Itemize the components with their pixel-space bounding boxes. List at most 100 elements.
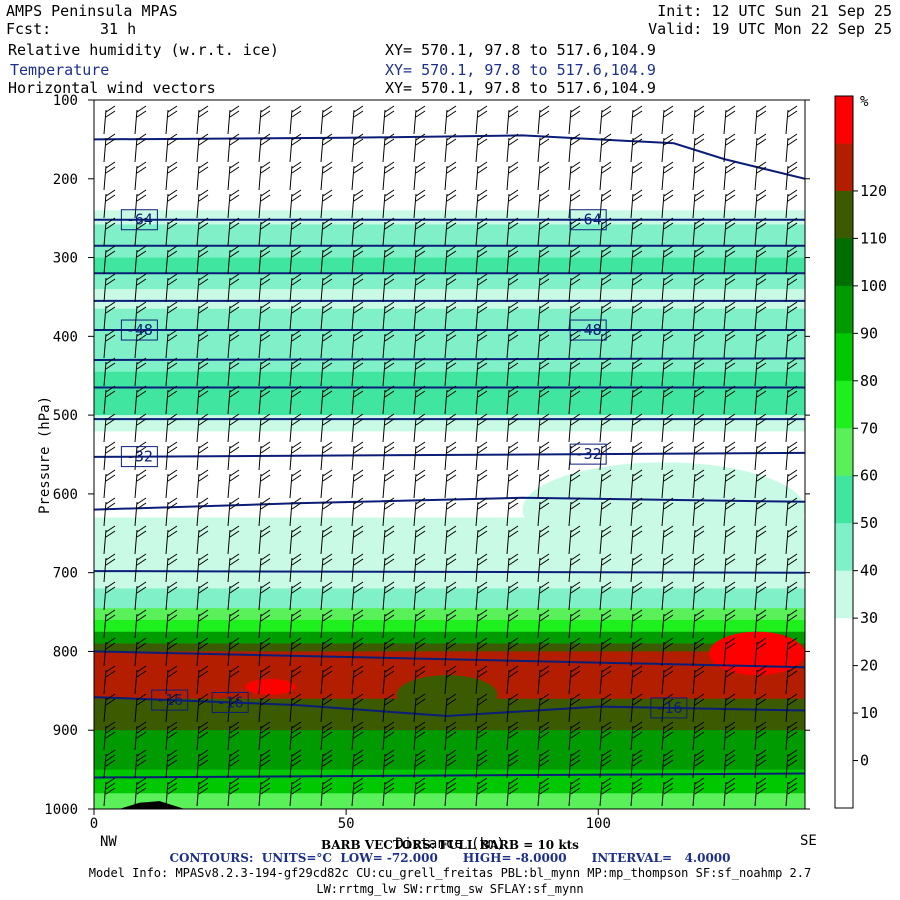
wind-barb bbox=[475, 413, 488, 443]
wind-barb bbox=[320, 721, 333, 751]
wind-barb bbox=[444, 553, 457, 583]
wind-barb bbox=[537, 301, 550, 331]
rh-band bbox=[94, 224, 805, 259]
terrain bbox=[119, 801, 185, 809]
wind-barb bbox=[661, 637, 674, 667]
field-name-rh: Relative humidity (w.r.t. ice) bbox=[8, 41, 279, 59]
wind-barb bbox=[134, 693, 147, 723]
wind-barb bbox=[692, 273, 705, 303]
wind-barb bbox=[754, 105, 767, 135]
wind-barb bbox=[351, 273, 364, 303]
contour-label-box bbox=[211, 691, 249, 713]
rh-band bbox=[94, 273, 805, 290]
wind-barb bbox=[568, 413, 581, 443]
wind-barb bbox=[692, 609, 705, 639]
wind-barb bbox=[382, 721, 395, 751]
wind-barb bbox=[196, 273, 209, 303]
wind-barb bbox=[537, 665, 550, 695]
wind-barb bbox=[289, 161, 302, 191]
wind-barb bbox=[258, 693, 271, 723]
wind-barb bbox=[692, 665, 705, 695]
wind-barb bbox=[351, 161, 364, 191]
wind-barb bbox=[413, 497, 426, 527]
wind-barb bbox=[196, 385, 209, 415]
wind-barb bbox=[506, 189, 519, 219]
contour-label: -64 bbox=[575, 211, 602, 229]
wind-barb bbox=[599, 161, 612, 191]
wind-barb bbox=[134, 553, 147, 583]
wind-barb bbox=[568, 497, 581, 527]
wind-barb bbox=[785, 329, 798, 359]
wind-barb bbox=[754, 637, 767, 667]
wind-barb bbox=[599, 553, 612, 583]
wind-barb bbox=[661, 749, 674, 779]
wind-barb bbox=[630, 721, 643, 751]
wind-barb bbox=[444, 581, 457, 611]
wind-barb bbox=[289, 245, 302, 275]
wind-barb bbox=[785, 441, 798, 471]
wind-barb bbox=[289, 329, 302, 359]
colorbar-segment bbox=[835, 380, 853, 429]
wind-barb bbox=[568, 525, 581, 555]
wind-barb bbox=[723, 413, 736, 443]
wind-barb bbox=[506, 469, 519, 499]
wind-barb bbox=[227, 637, 240, 667]
wind-barb bbox=[630, 609, 643, 639]
wind-barb bbox=[289, 357, 302, 387]
wind-barb bbox=[692, 693, 705, 723]
wind-barb bbox=[320, 189, 333, 219]
colorbar-segment bbox=[835, 618, 853, 667]
wind-barb bbox=[382, 609, 395, 639]
model-info-physics: LW:rrtmg_lw SW:rrtmg_sw SFLAY:sf_mynn bbox=[316, 882, 584, 896]
wind-barb bbox=[444, 357, 457, 387]
wind-barb bbox=[165, 497, 178, 527]
wind-barb bbox=[692, 637, 705, 667]
wind-barb bbox=[506, 581, 519, 611]
wind-barb bbox=[382, 133, 395, 163]
wind-barb bbox=[289, 525, 302, 555]
wind-barb bbox=[723, 749, 736, 779]
wind-barb bbox=[723, 665, 736, 695]
wind-barb bbox=[413, 133, 426, 163]
wind-barb bbox=[227, 385, 240, 415]
wind-barb bbox=[475, 469, 488, 499]
rh-band bbox=[94, 631, 805, 645]
wind-barb bbox=[506, 273, 519, 303]
wind-barb bbox=[351, 749, 364, 779]
wind-barb bbox=[754, 693, 767, 723]
wind-barb bbox=[506, 553, 519, 583]
wind-barb bbox=[165, 357, 178, 387]
plot-frame bbox=[93, 99, 806, 810]
wind-barb bbox=[537, 693, 550, 723]
wind-barb bbox=[196, 357, 209, 387]
wind-barb bbox=[227, 301, 240, 331]
wind-barb bbox=[506, 525, 519, 555]
wind-barb bbox=[599, 721, 612, 751]
y-tick-label: 500 bbox=[53, 408, 78, 424]
wind-barb bbox=[754, 217, 767, 247]
wind-barb bbox=[227, 189, 240, 219]
wind-barb bbox=[475, 245, 488, 275]
wind-barb bbox=[692, 245, 705, 275]
wind-barb bbox=[568, 469, 581, 499]
wind-barb bbox=[630, 441, 643, 471]
wind-barb bbox=[134, 749, 147, 779]
wind-barb bbox=[723, 721, 736, 751]
wind-barb bbox=[723, 693, 736, 723]
wind-barb bbox=[413, 581, 426, 611]
wind-barb bbox=[661, 469, 674, 499]
wind-barb-layer bbox=[103, 105, 798, 807]
wind-barb bbox=[692, 497, 705, 527]
wind-barb bbox=[568, 133, 581, 163]
wind-barb bbox=[785, 777, 798, 807]
rh-band bbox=[94, 588, 805, 609]
wind-barb bbox=[134, 133, 147, 163]
wind-barb bbox=[630, 749, 643, 779]
wind-barb bbox=[661, 721, 674, 751]
wind-barb bbox=[258, 105, 271, 135]
wind-barb bbox=[196, 413, 209, 443]
wind-barb bbox=[444, 525, 457, 555]
wind-barb bbox=[413, 357, 426, 387]
wind-barb bbox=[103, 245, 116, 275]
